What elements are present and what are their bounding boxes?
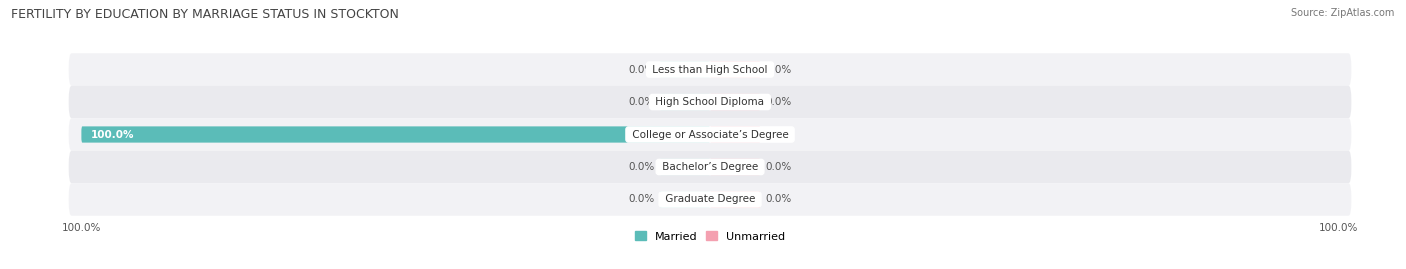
- Text: High School Diploma: High School Diploma: [652, 97, 768, 107]
- Text: College or Associate’s Degree: College or Associate’s Degree: [628, 129, 792, 140]
- FancyBboxPatch shape: [82, 126, 710, 143]
- Legend: Married, Unmarried: Married, Unmarried: [630, 227, 790, 246]
- Text: Bachelor’s Degree: Bachelor’s Degree: [659, 162, 761, 172]
- Text: Source: ZipAtlas.com: Source: ZipAtlas.com: [1291, 8, 1395, 18]
- Text: 0.0%: 0.0%: [628, 65, 655, 75]
- FancyBboxPatch shape: [69, 151, 1351, 183]
- FancyBboxPatch shape: [710, 61, 761, 78]
- Text: Less than High School: Less than High School: [650, 65, 770, 75]
- FancyBboxPatch shape: [659, 61, 710, 78]
- FancyBboxPatch shape: [710, 126, 761, 143]
- Text: FERTILITY BY EDUCATION BY MARRIAGE STATUS IN STOCKTON: FERTILITY BY EDUCATION BY MARRIAGE STATU…: [11, 8, 399, 21]
- FancyBboxPatch shape: [69, 183, 1351, 216]
- Text: 0.0%: 0.0%: [765, 162, 792, 172]
- FancyBboxPatch shape: [710, 94, 761, 110]
- Text: 0.0%: 0.0%: [765, 97, 792, 107]
- FancyBboxPatch shape: [659, 159, 710, 175]
- Text: 0.0%: 0.0%: [628, 194, 655, 204]
- Text: Graduate Degree: Graduate Degree: [662, 194, 758, 204]
- FancyBboxPatch shape: [69, 118, 1351, 151]
- Text: 0.0%: 0.0%: [765, 194, 792, 204]
- Text: 0.0%: 0.0%: [765, 65, 792, 75]
- Text: 0.0%: 0.0%: [628, 162, 655, 172]
- Text: 100.0%: 100.0%: [91, 129, 135, 140]
- FancyBboxPatch shape: [69, 86, 1351, 118]
- FancyBboxPatch shape: [659, 94, 710, 110]
- FancyBboxPatch shape: [659, 191, 710, 208]
- FancyBboxPatch shape: [69, 53, 1351, 86]
- FancyBboxPatch shape: [710, 191, 761, 208]
- Text: 0.0%: 0.0%: [628, 97, 655, 107]
- FancyBboxPatch shape: [710, 159, 761, 175]
- Text: 0.0%: 0.0%: [765, 129, 792, 140]
